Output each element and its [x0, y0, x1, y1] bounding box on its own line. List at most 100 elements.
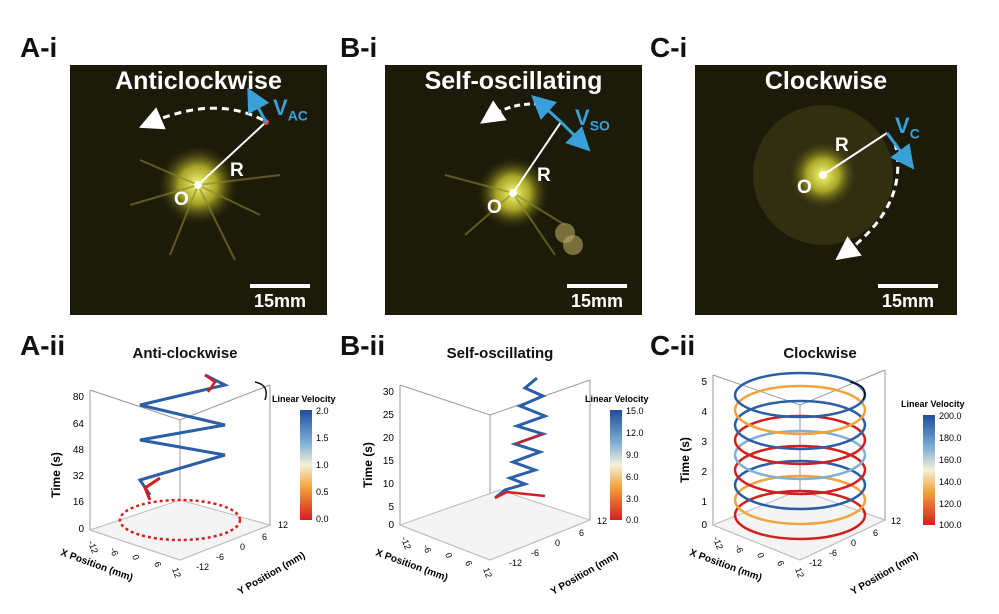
- x-tick: 12: [170, 566, 183, 579]
- photo-self-oscillating: Self-oscillating O R VSO 15mm: [385, 65, 642, 315]
- z-axis-label: Time (s): [361, 442, 375, 488]
- colorbar-ticks: 15.0 12.0 9.0 6.0 3.0 0.0: [626, 406, 644, 525]
- colorbar-title: Linear Velocity: [901, 399, 965, 409]
- y-tick: 6: [579, 528, 584, 538]
- z-ticks: 5 4 3 2 1 0: [701, 377, 707, 531]
- z-tick: 0: [701, 520, 707, 531]
- chart-title: Anti-clockwise: [132, 345, 238, 362]
- x-tick: -12: [86, 539, 100, 555]
- z-axis-label: Time (s): [49, 452, 63, 498]
- y-tick: 12: [891, 516, 901, 526]
- x-tick: -6: [421, 543, 433, 554]
- z-tick: 80: [73, 392, 85, 403]
- cb-tick: 15.0: [626, 406, 644, 416]
- y-ticks: 12 6 0 -6 -12: [809, 516, 901, 568]
- scale-bar-label: 15mm: [571, 291, 624, 311]
- z-tick: 5: [388, 502, 394, 513]
- photo-anticlockwise: Anticlockwise O R VAC 15mm: [70, 65, 327, 315]
- colorbar: [610, 410, 622, 520]
- scale-bar-label: 15mm: [882, 291, 935, 311]
- x-tick: 6: [463, 559, 474, 567]
- z-tick: 30: [383, 387, 395, 398]
- x-tick: 0: [130, 553, 141, 561]
- z-tick: 25: [383, 410, 395, 421]
- colorbar-title: Linear Velocity: [272, 394, 336, 404]
- y-tick: 12: [597, 516, 607, 526]
- y-tick: 6: [873, 528, 878, 538]
- y-tick: -6: [531, 548, 539, 558]
- cb-tick: 1.0: [316, 460, 329, 470]
- origin-label: O: [797, 177, 812, 198]
- x-ticks: -12 -6 0 6 12: [711, 535, 806, 579]
- photo-annotation: [129, 87, 310, 288]
- cb-tick: 2.0: [316, 406, 329, 416]
- y-ticks: 12 6 0 -6 -12: [196, 520, 288, 572]
- cb-tick: 200.0: [939, 411, 962, 421]
- y-ticks: 12 6 0 -6 -12: [509, 516, 607, 568]
- photo-title: Self-oscillating: [424, 67, 603, 95]
- x-axis-label: X Position (mm): [59, 547, 134, 583]
- y-tick: -6: [829, 548, 837, 558]
- panel-label-b-ii: B-ii: [340, 330, 386, 361]
- cb-tick: 6.0: [626, 472, 639, 482]
- colorbar-title: Linear Velocity: [585, 394, 649, 404]
- cb-tick: 0.0: [626, 515, 639, 525]
- cb-tick: 100.0: [939, 520, 962, 530]
- x-tick: 0: [755, 551, 766, 559]
- z-axis-label: Time (s): [678, 437, 692, 483]
- z-tick: 0: [78, 524, 84, 535]
- scale-bar-label: 15mm: [254, 291, 307, 311]
- z-tick: 4: [701, 407, 707, 418]
- cb-tick: 160.0: [939, 455, 962, 465]
- y-tick: -12: [509, 558, 522, 568]
- z-tick: 2: [701, 467, 707, 478]
- x-tick: -12: [399, 535, 413, 551]
- velocity-label: VSO: [575, 105, 610, 133]
- panel-label-b-i: B-i: [340, 32, 378, 63]
- x-tick: 0: [443, 551, 454, 559]
- cb-tick: 9.0: [626, 450, 639, 460]
- velocity-label: VC: [895, 113, 920, 141]
- x-ticks: -12 -6 0 6 12: [86, 539, 183, 579]
- x-tick: -6: [733, 543, 745, 554]
- x-tick: 12: [481, 566, 494, 579]
- velocity-subscript: AC: [287, 107, 308, 124]
- z-tick: 15: [383, 456, 395, 467]
- cb-tick: 140.0: [939, 477, 962, 487]
- velocity-subscript: C: [909, 125, 920, 142]
- z-tick: 0: [388, 520, 394, 531]
- panel-label-c-i: C-i: [650, 32, 688, 63]
- chart-clockwise: Linear Velocity 200.0 180.0 160.0 140.0 …: [678, 369, 965, 598]
- chart-title: Self-oscillating: [446, 345, 554, 362]
- chart-anticlockwise: Linear Velocity 2.0 1.5 1.0 0.5 0.0 80 6…: [49, 373, 336, 598]
- colorbar: [300, 410, 312, 520]
- y-axis-label: Y Position (mm): [849, 550, 920, 597]
- z-tick: 5: [701, 377, 707, 388]
- z-tick: 16: [73, 497, 85, 508]
- chart-title: Clockwise: [783, 345, 857, 362]
- y-tick: -12: [196, 562, 209, 572]
- panel-label-c-ii: C-ii: [650, 330, 696, 361]
- photo-title: Clockwise: [764, 67, 888, 95]
- y-axis-label: Y Position (mm): [236, 550, 307, 597]
- cb-tick: 0.5: [316, 487, 329, 497]
- x-ticks: -12 -6 0 6 12: [399, 535, 494, 579]
- y-tick: 12: [278, 520, 288, 530]
- panel-label-a-ii: A-ii: [20, 330, 66, 361]
- radius-label: R: [835, 135, 849, 156]
- photo-annotation: [444, 94, 627, 288]
- cb-tick: 1.5: [316, 433, 329, 443]
- z-tick: 64: [73, 419, 85, 430]
- cb-tick: 3.0: [626, 494, 639, 504]
- y-axis-label: Y Position (mm): [549, 550, 620, 597]
- cb-tick: 12.0: [626, 428, 644, 438]
- y-tick: -12: [809, 558, 822, 568]
- x-tick: -6: [108, 546, 120, 557]
- z-tick: 20: [383, 433, 395, 444]
- radius-label: R: [230, 160, 244, 181]
- y-tick: 0: [240, 542, 245, 552]
- photo-annotation: [753, 105, 938, 288]
- colorbar-ticks: 200.0 180.0 160.0 140.0 120.0 100.0: [939, 411, 962, 530]
- velocity-symbol: V: [273, 95, 288, 120]
- origin-label: O: [487, 197, 502, 218]
